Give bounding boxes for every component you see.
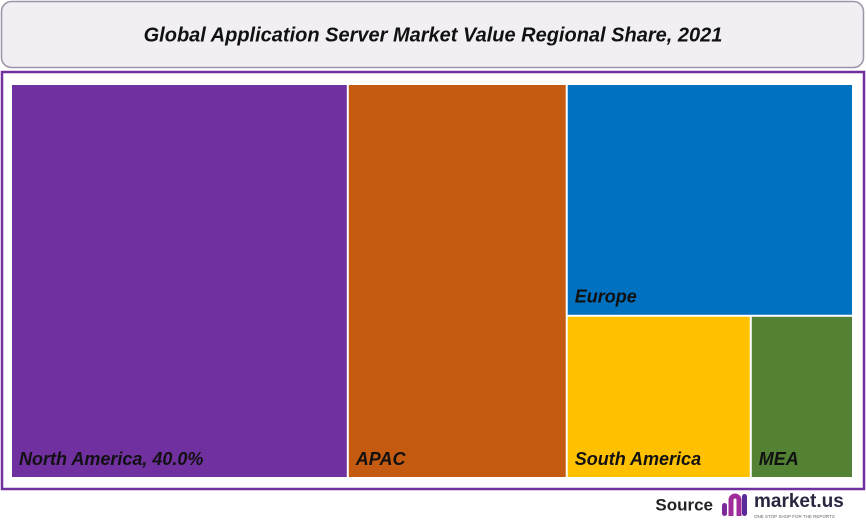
treemap-cell xyxy=(12,85,347,477)
chart-title: Global Application Server Market Value R… xyxy=(144,24,723,46)
logo-bar xyxy=(722,503,727,516)
treemap-cell xyxy=(567,85,852,315)
cell-label: North America, 40.0% xyxy=(19,449,203,469)
source-label: Source xyxy=(655,495,713,514)
treemap-cell xyxy=(567,316,750,477)
logo-bar xyxy=(742,494,747,516)
title-box xyxy=(0,0,865,69)
cell-label: South America xyxy=(575,449,701,469)
treemap-cell xyxy=(348,85,566,477)
logo-arc xyxy=(728,493,742,516)
cell-label: Europe xyxy=(575,287,637,307)
brand-name: market.us xyxy=(754,491,844,512)
treemap: North America, 40.0% APAC Europe South Amer… xyxy=(12,85,852,477)
cell-label: MEA xyxy=(759,449,799,469)
treemap-cell xyxy=(751,316,852,477)
brand-tagline: ONE STOP SHOP FOR THE REPORTS xyxy=(754,514,835,519)
cell-label: APAC xyxy=(355,449,407,469)
brand-logo: market.us ONE STOP SHOP FOR THE REPORTS xyxy=(722,491,844,519)
